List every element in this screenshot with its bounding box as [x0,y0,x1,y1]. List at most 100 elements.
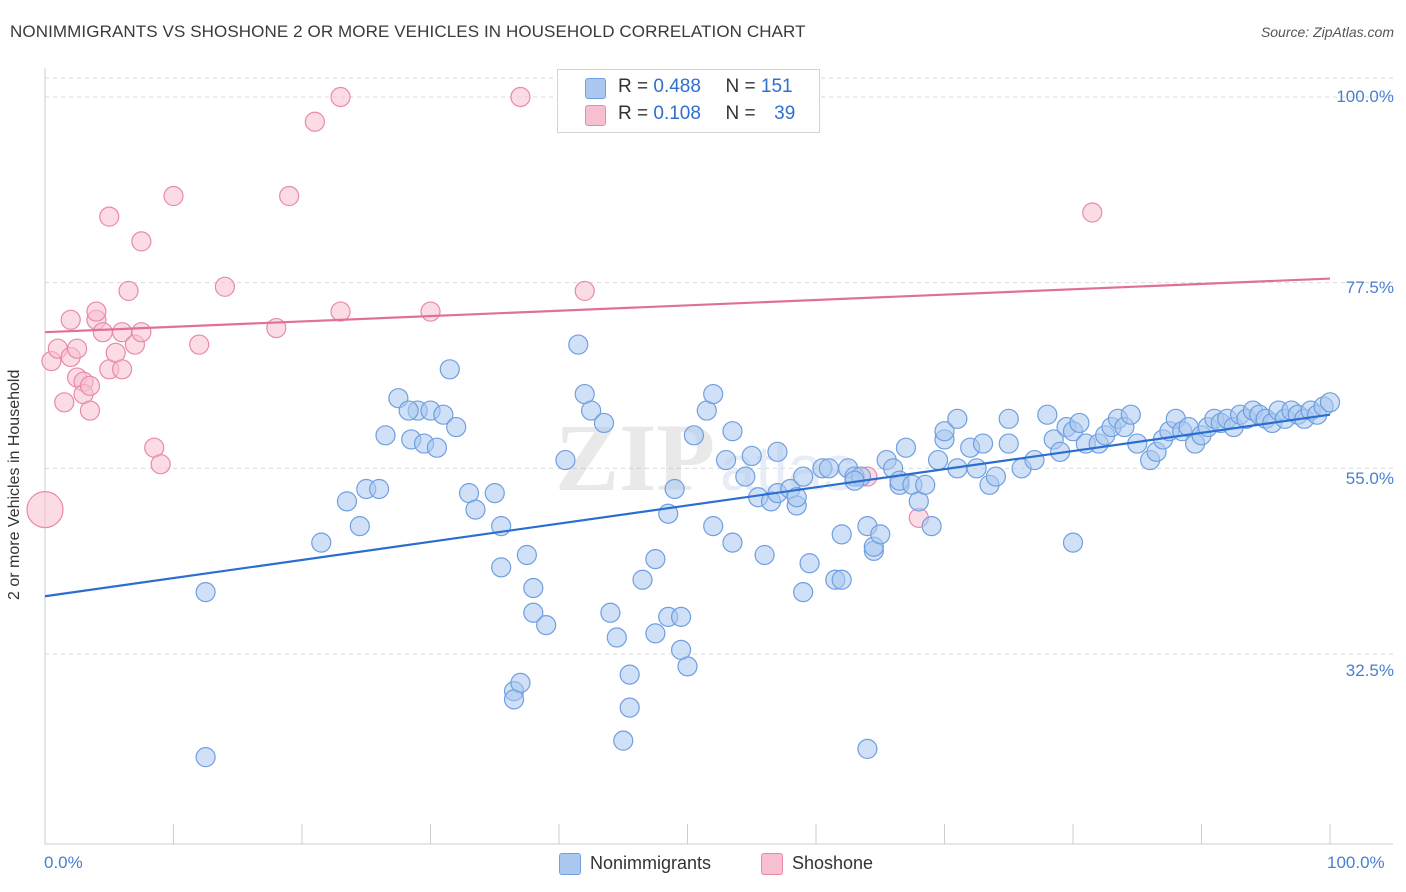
point-nonimmigrants [754,544,775,566]
point-shoshone [54,392,75,413]
point-nonimmigrants [741,445,762,467]
point-nonimmigrants [600,602,621,623]
point-nonimmigrants [793,466,814,487]
r-value: 0.108 [653,103,701,124]
x-tick-label: 100.0% [1327,853,1385,872]
point-nonimmigrants [985,466,1007,487]
stats-row-shoshone: R = 0.108 N = 39 [618,103,795,127]
point-shoshone [330,86,351,108]
point-shoshone [118,280,139,302]
point-nonimmigrants [857,738,878,759]
n-value: 151 [760,76,793,97]
stats-row-nonimmigrants: R = 0.488 N = 151 [618,76,793,100]
chart-title: NONIMMIGRANTS VS SHOSHONE 2 OR MORE VEHI… [10,22,806,41]
point-nonimmigrants [998,408,1019,429]
point-nonimmigrants [593,412,615,434]
blue-swatch [585,78,606,99]
point-nonimmigrants [831,524,852,545]
trendline-shoshone [44,277,1331,334]
point-nonimmigrants [375,425,396,446]
point-nonimmigrants [670,639,692,660]
point-nonimmigrants [349,515,370,537]
point-nonimmigrants [1024,449,1045,471]
y-tick-label: 32.5% [1345,661,1394,680]
point-shoshone [67,338,88,359]
point-nonimmigrants [195,747,216,768]
point-shoshone [79,375,101,396]
y-tick-label: 100.0% [1336,87,1394,106]
y-axis-label: 2 or more Vehicles in Household [6,369,23,600]
svg-text:ZIP: ZIP [555,404,715,511]
axes [44,68,1393,845]
point-shoshone [86,301,107,322]
point-shoshone [330,301,351,322]
point-nonimmigrants [426,437,448,458]
point-nonimmigrants [433,404,454,425]
point-shoshone [131,322,152,343]
point-nonimmigrants [715,449,737,471]
point-nonimmigrants [619,697,640,718]
point-shoshone [510,86,531,108]
point-nonimmigrants [568,334,589,355]
point-nonimmigrants [645,623,666,644]
point-shoshone [279,185,300,207]
point-nonimmigrants [536,615,557,636]
point-nonimmigrants [523,602,544,623]
point-nonimmigrants [1062,532,1084,553]
point-nonimmigrants [484,482,505,504]
point-nonimmigrants [1319,392,1341,413]
point-shoshone [574,280,595,302]
y-tick-label: 55.0% [1345,469,1394,488]
point-nonimmigrants [581,400,602,421]
point-nonimmigrants [998,433,1019,454]
r-value: 0.488 [653,76,701,97]
legend-label-nonimmigrants: Nonimmigrants [590,853,712,873]
point-shoshone [99,206,120,227]
point-nonimmigrants [398,400,419,421]
point-nonimmigrants [870,524,891,545]
point-nonimmigrants [915,474,936,495]
legend-label-shoshone: Shoshone [792,853,874,873]
point-nonimmigrants [947,408,968,429]
point-nonimmigrants [818,458,839,479]
point-shoshone [214,276,235,297]
point-nonimmigrants [1069,412,1090,434]
point-nonimmigrants [619,664,640,685]
point-nonimmigrants [439,359,460,380]
point-nonimmigrants [311,532,332,553]
y-tick-label: 77.5% [1345,278,1394,297]
point-shoshone [1082,202,1103,223]
point-nonimmigrants [921,515,942,537]
point-nonimmigrants [336,491,358,512]
point-shoshone [79,400,101,421]
point-nonimmigrants [927,449,949,471]
point-nonimmigrants [703,383,724,405]
point-nonimmigrants [1120,404,1141,425]
pink-swatch [585,105,606,126]
trendline-nonimmigrants [44,413,1331,598]
point-nonimmigrants [831,569,852,590]
point-nonimmigrants [369,478,390,500]
point-nonimmigrants [934,421,955,442]
n-label: N = [725,76,756,97]
stats-legend: R = 0.488 N = 151 R = 0.108 N = 39 [557,69,820,133]
point-shoshone [150,454,171,475]
point-nonimmigrants [767,441,788,462]
trendlines [44,277,1331,598]
point-nonimmigrants [786,487,807,508]
point-nonimmigrants [195,582,216,603]
point-shoshone [111,359,133,380]
point-nonimmigrants [516,544,537,566]
point-nonimmigrants [966,458,987,479]
point-nonimmigrants [632,569,653,590]
point-nonimmigrants [895,437,917,458]
point-nonimmigrants [645,549,666,570]
point-nonimmigrants [465,499,486,520]
point-nonimmigrants [735,466,756,487]
n-value: 39 [774,103,796,124]
point-nonimmigrants [799,553,820,574]
point-shoshone [92,322,113,343]
point-nonimmigrants [722,421,743,442]
r-label: R = [618,76,649,97]
